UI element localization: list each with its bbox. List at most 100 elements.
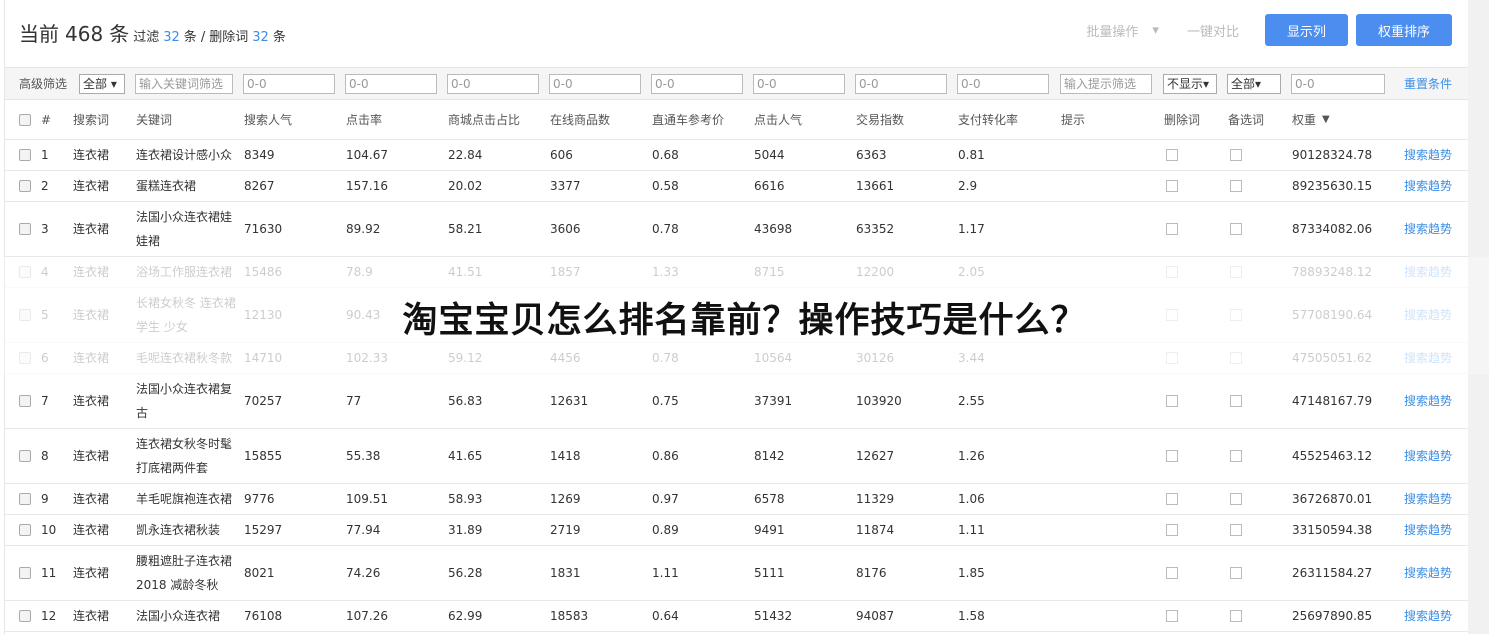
alt-word-checkbox[interactable] bbox=[1230, 180, 1242, 192]
search-popularity: 70257 bbox=[244, 394, 283, 408]
trade-index: 30126 bbox=[856, 351, 895, 365]
column-header-trade-index[interactable]: 交易指数 bbox=[856, 112, 905, 127]
alt-word-checkbox[interactable] bbox=[1230, 149, 1242, 161]
search-word-select[interactable]: 全部 ▾ bbox=[79, 74, 125, 94]
click-popularity-range[interactable]: 0-0 bbox=[753, 74, 845, 94]
row-checkbox[interactable] bbox=[19, 493, 31, 505]
delete-word-select[interactable]: 不显示▾ bbox=[1163, 74, 1217, 94]
delete-word-checkbox[interactable] bbox=[1166, 180, 1178, 192]
row-checkbox[interactable] bbox=[19, 524, 31, 536]
delete-word-checkbox[interactable] bbox=[1166, 493, 1178, 505]
keyword: 蛋糕连衣裙 bbox=[136, 179, 197, 193]
online-items: 1831 bbox=[550, 566, 581, 580]
alt-word-checkbox[interactable] bbox=[1230, 223, 1242, 235]
delete-word-checkbox[interactable] bbox=[1166, 223, 1178, 235]
delete-word-checkbox[interactable] bbox=[1166, 309, 1178, 321]
search-trend-link[interactable]: 搜索趋势 bbox=[1404, 449, 1453, 463]
column-header-ztc-price[interactable]: 直通车参考价 bbox=[652, 112, 725, 127]
column-header-search-word[interactable]: 搜索词 bbox=[73, 112, 110, 127]
column-header-index[interactable]: # bbox=[41, 112, 52, 127]
click-rate-range[interactable]: 0-0 bbox=[345, 74, 437, 94]
delete-word-checkbox[interactable] bbox=[1166, 266, 1178, 278]
keyword-filter-input[interactable]: 输入关键词筛选 bbox=[135, 74, 233, 94]
search-trend-link[interactable]: 搜索趋势 bbox=[1404, 609, 1453, 623]
alt-word-checkbox[interactable] bbox=[1230, 567, 1242, 579]
row-checkbox[interactable] bbox=[19, 450, 31, 462]
sort-desc-icon[interactable]: ▼ bbox=[1322, 113, 1330, 125]
click-rate: 74.26 bbox=[346, 566, 381, 580]
select-all-checkbox[interactable] bbox=[19, 113, 31, 126]
row-checkbox[interactable] bbox=[19, 149, 31, 161]
column-header-weight[interactable]: 权重 bbox=[1292, 112, 1317, 127]
search-word: 连衣裙 bbox=[73, 308, 110, 322]
alt-word-checkbox[interactable] bbox=[1230, 266, 1242, 278]
delete-word-checkbox[interactable] bbox=[1166, 352, 1178, 364]
click-popularity: 10564 bbox=[754, 351, 793, 365]
scrollbar[interactable] bbox=[1468, 0, 1489, 634]
row-checkbox[interactable] bbox=[19, 395, 31, 407]
column-header-click-rate[interactable]: 点击率 bbox=[346, 112, 383, 127]
search-trend-link[interactable]: 搜索趋势 bbox=[1404, 523, 1453, 537]
delete-word-checkbox[interactable] bbox=[1166, 450, 1178, 462]
compare-button[interactable]: 一键对比 bbox=[1186, 24, 1239, 40]
column-header-keyword[interactable]: 关键词 bbox=[136, 112, 173, 127]
search-trend-link[interactable]: 搜索趋势 bbox=[1404, 265, 1453, 279]
online-items-range[interactable]: 0-0 bbox=[549, 74, 641, 94]
filter-unit: 条 / bbox=[183, 30, 206, 45]
search-trend-link[interactable]: 搜索趋势 bbox=[1404, 222, 1453, 236]
search-trend-link[interactable]: 搜索趋势 bbox=[1404, 492, 1453, 506]
conversion-range[interactable]: 0-0 bbox=[957, 74, 1049, 94]
search-trend-link[interactable]: 搜索趋势 bbox=[1404, 308, 1453, 322]
chevron-down-icon[interactable]: ▾ bbox=[1152, 22, 1159, 38]
weight-sort-button[interactable]: 权重排序 bbox=[1355, 14, 1452, 46]
table-row: 1 连衣裙 连衣裙设计感小众 8349 104.67 22.84 606 0.68 5044 63… bbox=[5, 140, 1469, 171]
search-trend-link[interactable]: 搜索趋势 bbox=[1404, 566, 1453, 580]
delete-word-checkbox[interactable] bbox=[1166, 567, 1178, 579]
search-trend-link[interactable]: 搜索趋势 bbox=[1404, 148, 1453, 162]
delete-word-checkbox[interactable] bbox=[1166, 395, 1178, 407]
row-checkbox[interactable] bbox=[19, 309, 31, 321]
row-checkbox[interactable] bbox=[19, 180, 31, 192]
ztc-price-range[interactable]: 0-0 bbox=[651, 74, 743, 94]
hint-filter-input[interactable]: 输入提示筛选 bbox=[1060, 74, 1152, 94]
table-header-row: # 搜索词 关键词 搜索人气 点击率 商城点击占比 在线商品数 直通车参考价 点击人气 交易指数 支… bbox=[5, 100, 1469, 140]
column-header-online-items[interactable]: 在线商品数 bbox=[550, 112, 611, 127]
trade-index-range[interactable]: 0-0 bbox=[855, 74, 947, 94]
row-checkbox[interactable] bbox=[19, 567, 31, 579]
row-checkbox[interactable] bbox=[19, 352, 31, 364]
reset-filters-link[interactable]: 重置条件 bbox=[1404, 77, 1453, 91]
index: 5 bbox=[41, 308, 49, 322]
mall-click-range[interactable]: 0-0 bbox=[447, 74, 539, 94]
alt-word-checkbox[interactable] bbox=[1230, 610, 1242, 622]
row-checkbox[interactable] bbox=[19, 266, 31, 278]
alt-word-checkbox[interactable] bbox=[1230, 524, 1242, 536]
batch-operation-dropdown[interactable]: 批量操作 bbox=[1086, 24, 1139, 40]
column-header-alt-word[interactable]: 备选词 bbox=[1228, 112, 1265, 127]
alt-word-select[interactable]: 全部▾ bbox=[1227, 74, 1281, 94]
column-header-delete-word[interactable]: 删除词 bbox=[1164, 112, 1201, 127]
alt-word-checkbox[interactable] bbox=[1230, 450, 1242, 462]
weight-range[interactable]: 0-0 bbox=[1291, 74, 1385, 94]
delete-word-checkbox[interactable] bbox=[1166, 149, 1178, 161]
column-header-hint[interactable]: 提示 bbox=[1061, 112, 1086, 127]
column-header-mall-click-ratio[interactable]: 商城点击占比 bbox=[448, 112, 521, 127]
alt-word-checkbox[interactable] bbox=[1230, 395, 1242, 407]
delete-word-checkbox[interactable] bbox=[1166, 524, 1178, 536]
row-checkbox[interactable] bbox=[19, 223, 31, 235]
search-trend-link[interactable]: 搜索趋势 bbox=[1404, 179, 1453, 193]
weight: 78893248.12 bbox=[1292, 265, 1373, 279]
alt-word-checkbox[interactable] bbox=[1230, 352, 1242, 364]
column-header-conversion-rate[interactable]: 支付转化率 bbox=[958, 112, 1019, 127]
row-checkbox[interactable] bbox=[19, 610, 31, 622]
click-rate: 109.51 bbox=[346, 492, 388, 506]
column-header-search-popularity[interactable]: 搜索人气 bbox=[244, 112, 293, 127]
alt-word-checkbox[interactable] bbox=[1230, 309, 1242, 321]
search-trend-link[interactable]: 搜索趋势 bbox=[1404, 394, 1453, 408]
search-popularity-range[interactable]: 0-0 bbox=[243, 74, 335, 94]
search-trend-link[interactable]: 搜索趋势 bbox=[1404, 351, 1453, 365]
show-columns-button[interactable]: 显示列 bbox=[1264, 14, 1348, 46]
alt-word-checkbox[interactable] bbox=[1230, 493, 1242, 505]
column-header-click-popularity[interactable]: 点击人气 bbox=[754, 112, 803, 127]
delete-word-checkbox[interactable] bbox=[1166, 610, 1178, 622]
trade-index: 11874 bbox=[856, 523, 895, 537]
